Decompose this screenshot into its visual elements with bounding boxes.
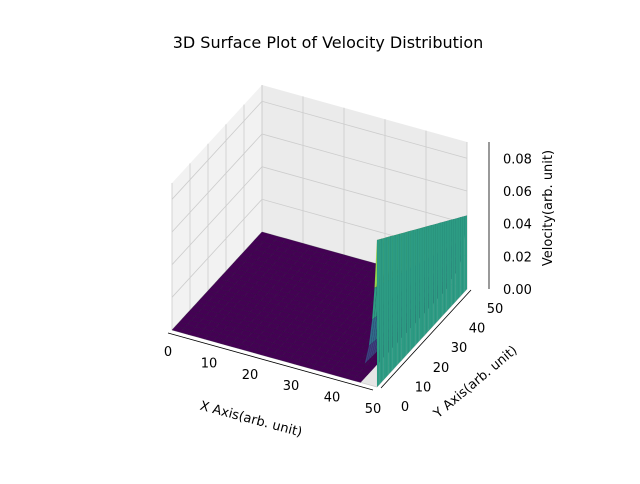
surface-face-patch xyxy=(428,225,432,331)
surface-face-patch xyxy=(403,231,407,358)
surface-face-patch xyxy=(379,238,382,385)
surface-face-patch xyxy=(401,232,405,361)
y-tick-label: 50 xyxy=(487,302,504,317)
surface-face-patch xyxy=(453,218,456,305)
surface-face-patch xyxy=(462,215,465,295)
surface-face-patch xyxy=(408,230,411,354)
x-tick-label: 30 xyxy=(283,379,300,394)
surface-face-patch xyxy=(392,234,396,371)
surface-face-patch xyxy=(437,222,441,322)
surface-face-patch xyxy=(388,236,391,376)
surface-face-patch xyxy=(385,236,389,378)
y-axis-label: Y Axis(arb. unit) xyxy=(430,343,520,422)
surface-face-patch xyxy=(457,217,461,300)
y-tick-label: 40 xyxy=(469,322,486,337)
x-tick-label: 10 xyxy=(201,356,218,371)
surface-face-patch xyxy=(397,233,400,366)
surface-face-patch xyxy=(435,223,438,324)
surface-face-patch xyxy=(406,231,409,356)
x-axis-line xyxy=(167,332,374,391)
surface-face-patch xyxy=(430,224,434,329)
surface-face-patch xyxy=(383,237,387,380)
surface-face-patch xyxy=(381,238,384,383)
surface-face-patch xyxy=(464,215,468,292)
surface-face-patch xyxy=(424,226,427,336)
y-tick-label: 0 xyxy=(401,400,409,415)
surface-face-patch xyxy=(442,221,445,317)
surface-face-patch xyxy=(455,217,459,302)
z-gridline xyxy=(171,100,468,200)
surface-face-patch xyxy=(421,226,425,339)
x-tick-label: 50 xyxy=(365,402,382,417)
left-pane xyxy=(172,85,262,330)
surface-face-patch xyxy=(446,220,450,312)
z-tick-label: 0.06 xyxy=(503,185,532,200)
z-tick-label: 0.04 xyxy=(503,218,532,233)
surface-face-patch xyxy=(394,234,398,368)
z-tick-label: 0.02 xyxy=(503,250,532,265)
surface-face-patch xyxy=(426,225,429,334)
surface-face-patch xyxy=(390,235,393,373)
x-tick-label: 20 xyxy=(242,368,259,383)
x-tick-label: 0 xyxy=(164,345,172,360)
surface-face-patch xyxy=(433,223,436,327)
x-axis-label: X Axis(arb. unit) xyxy=(198,399,303,441)
surface-face-patch xyxy=(439,222,443,319)
x-tick-label: 40 xyxy=(324,391,341,406)
y-axis-line xyxy=(380,289,472,389)
surface-face-patch xyxy=(444,220,447,314)
z-gridline xyxy=(171,166,468,265)
surface-face-patch xyxy=(451,219,454,307)
z-tick-label: 0.08 xyxy=(503,152,532,167)
surface-face-patch xyxy=(415,228,418,346)
surface-face-patch xyxy=(417,228,420,344)
z-axis-label: Velocity(arb. unit) xyxy=(541,150,556,266)
z-gridline xyxy=(171,133,468,233)
y-tick-label: 20 xyxy=(433,361,450,376)
surface-face-patch xyxy=(410,230,414,351)
surface-face-patch xyxy=(419,227,423,341)
surface-face-patch xyxy=(460,216,463,297)
z-tick-label: 0.00 xyxy=(503,283,532,298)
y-tick-label: 30 xyxy=(451,341,468,356)
y-tick-label: 10 xyxy=(415,380,432,395)
chart-title: 3D Surface Plot of Velocity Distribution xyxy=(172,33,484,52)
surface-face-patch xyxy=(448,219,452,309)
surface-face-patch xyxy=(376,239,380,388)
surface-face-patch xyxy=(412,229,416,349)
surface-face-patch xyxy=(399,233,402,363)
